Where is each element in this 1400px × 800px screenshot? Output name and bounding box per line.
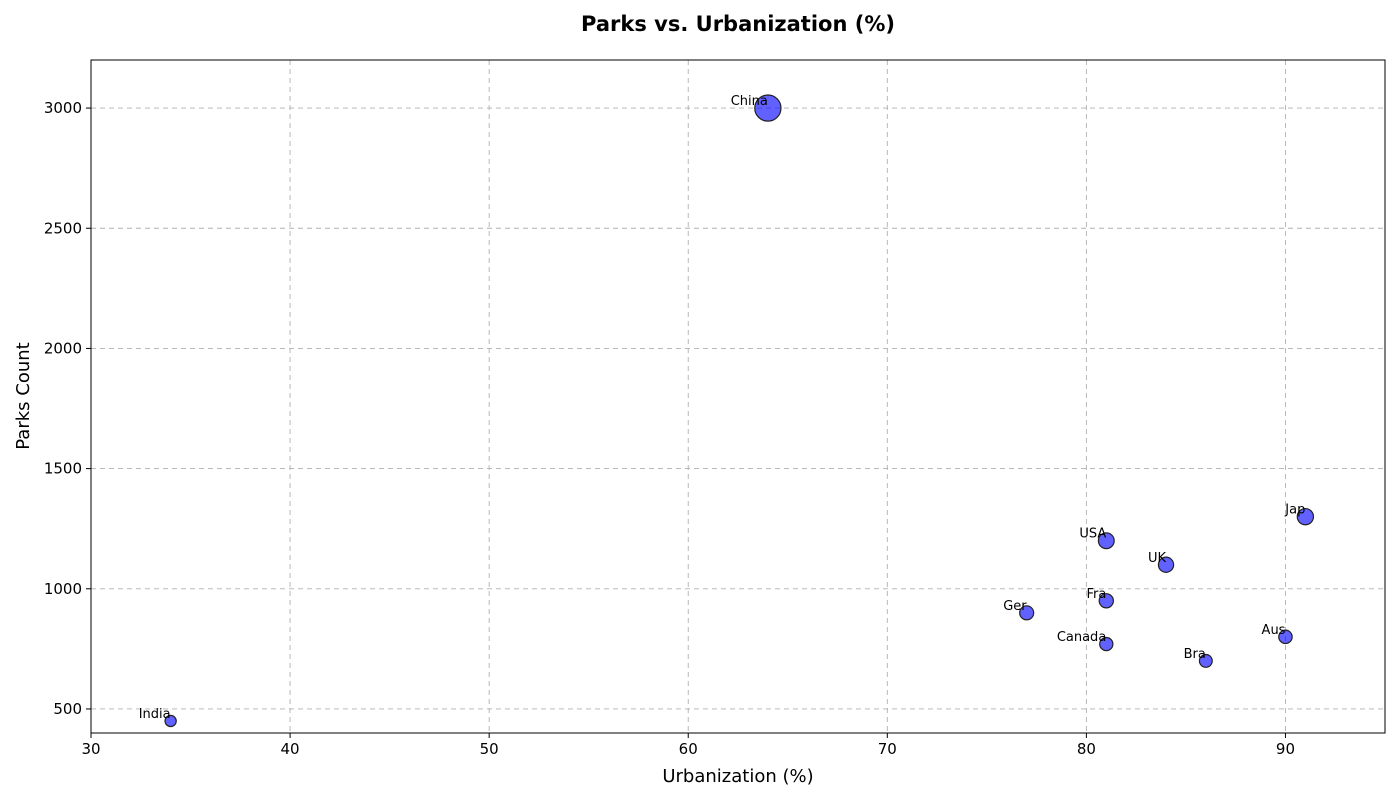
chart-title: Parks vs. Urbanization (%) (581, 12, 895, 36)
tick-layer: 30 40 50 60 70 80 90 500 1000 1500 2000 2500 3000 (44, 99, 1295, 758)
point-label: Bra (1184, 647, 1206, 662)
y-tick-label: 2000 (44, 339, 82, 357)
grid-layer (91, 60, 1385, 733)
point-label: UK (1148, 551, 1167, 566)
y-axis-label: Parks Count (13, 342, 34, 449)
data-point (1198, 653, 1213, 668)
data-point (1019, 605, 1035, 621)
point-label: India (139, 707, 171, 722)
data-point (1097, 532, 1115, 550)
data-point (754, 94, 782, 122)
y-tick-label: 3000 (44, 99, 82, 117)
x-axis-label: Urbanization (%) (662, 766, 813, 787)
point-label: USA (1079, 527, 1106, 542)
point-label: China (731, 94, 768, 109)
point-layer: China Jap USA UK Fra Ger Aus Canada Bra India (139, 94, 1315, 728)
x-tick-label: 40 (281, 740, 300, 758)
x-tick-label: 60 (679, 740, 698, 758)
x-tick-label: 80 (1077, 740, 1096, 758)
point-label: Ger (1003, 599, 1027, 614)
y-tick-label: 2500 (44, 219, 82, 237)
point-label: Fra (1086, 587, 1106, 602)
data-point (1278, 629, 1293, 645)
point-label: Jap (1284, 503, 1305, 518)
plot-frame (90, 59, 1386, 734)
data-point (1099, 636, 1114, 652)
x-tick-label: 30 (81, 740, 100, 758)
point-label: Canada (1057, 630, 1106, 645)
data-point (164, 714, 177, 728)
x-tick-label: 90 (1276, 740, 1295, 758)
point-label: Aus (1262, 623, 1286, 638)
y-tick-label: 1000 (44, 580, 82, 598)
data-point (1296, 507, 1315, 526)
x-tick-label: 70 (878, 740, 897, 758)
y-tick-label: 500 (53, 700, 82, 718)
x-tick-label: 50 (480, 740, 499, 758)
data-point (1098, 593, 1114, 609)
data-point (1157, 556, 1175, 573)
y-tick-label: 1500 (44, 460, 82, 478)
